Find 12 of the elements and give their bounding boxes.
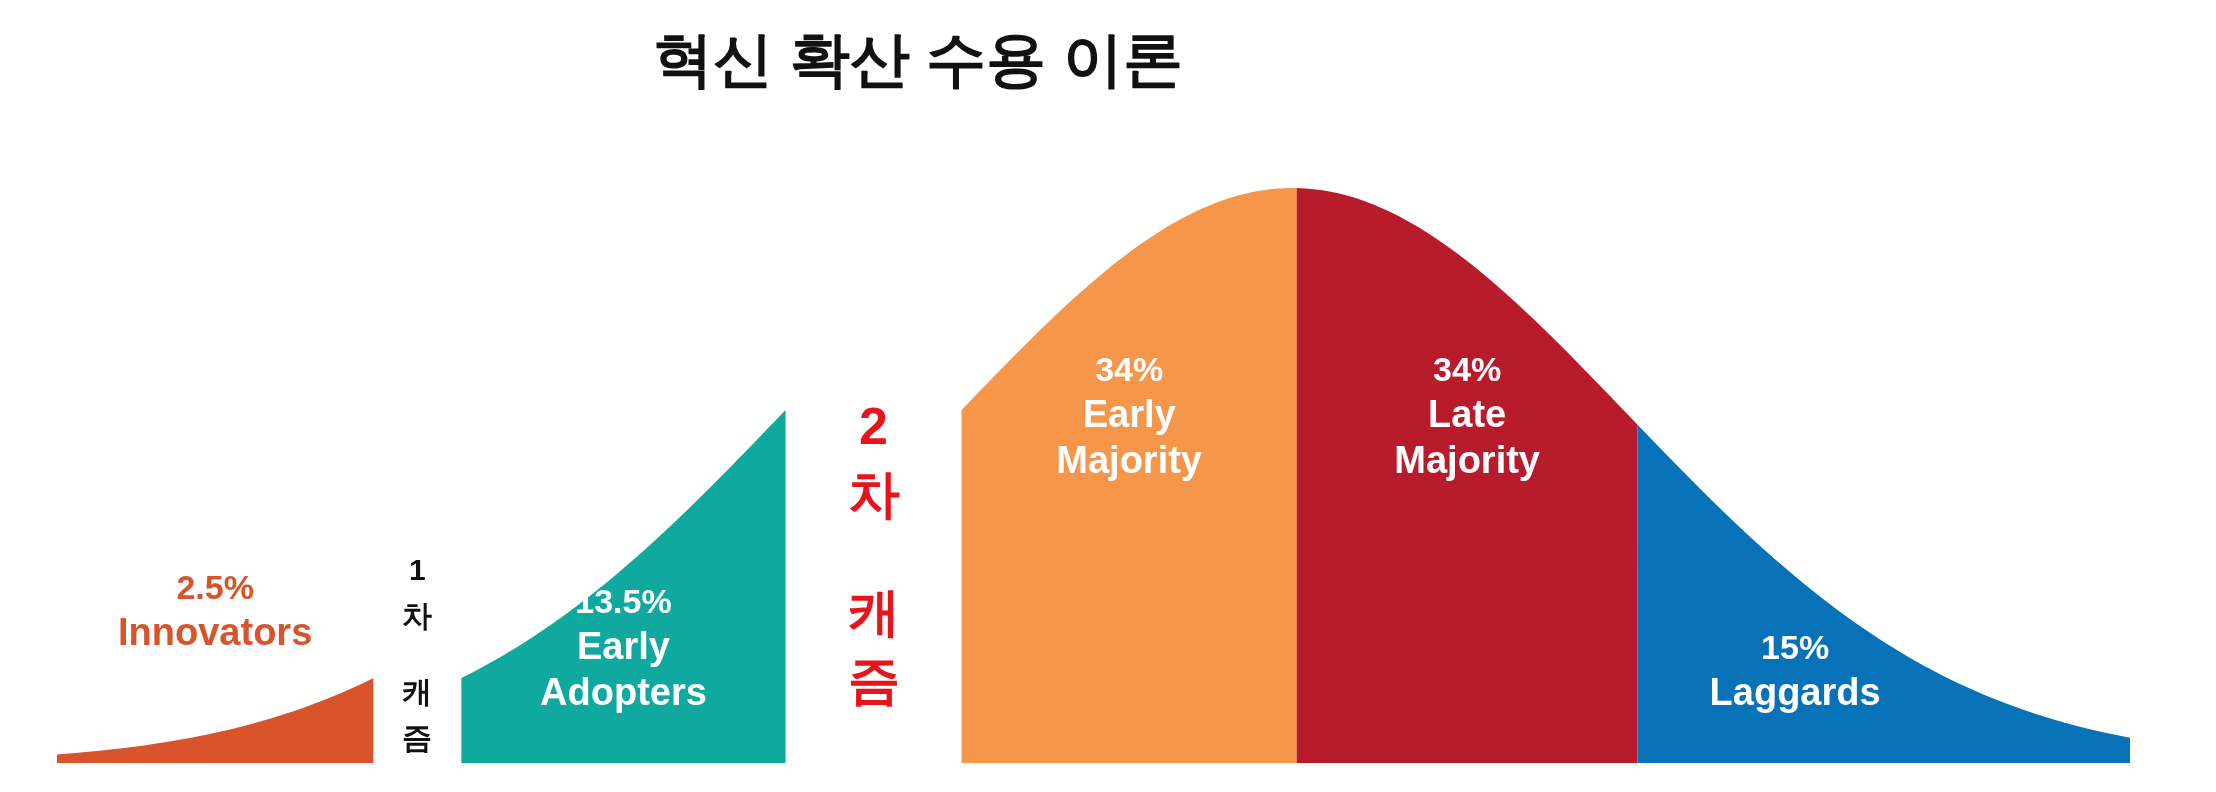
text: 2차 캐즘: [847, 397, 900, 710]
data-label: 2.5%: [176, 568, 254, 607]
data-label: 34%: [1095, 350, 1164, 388]
category-label: Early Majority: [1056, 393, 1203, 481]
text: 혁신 확산 수용 이론: [652, 26, 1184, 93]
category-label: Laggards: [1709, 671, 1881, 713]
category-label: Innovators: [118, 611, 313, 654]
data-label: 15%: [1761, 628, 1830, 666]
category-label: Early Adopters: [540, 625, 707, 713]
text: 1차 캐즘: [402, 552, 433, 754]
category-label: Late Majority: [1394, 393, 1540, 481]
data-label: 34%: [1433, 350, 1502, 388]
